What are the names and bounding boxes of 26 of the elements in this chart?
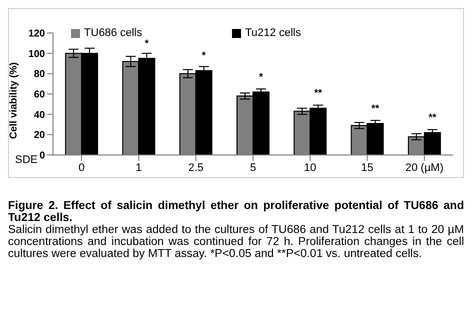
annotation: **: [371, 103, 380, 114]
y-tick-label: 100: [28, 48, 46, 60]
x-axis-title: SDE: [15, 154, 38, 166]
x-tick-label: 2.5: [188, 162, 204, 174]
x-tick-label: 1: [136, 162, 142, 174]
annotation: **: [428, 112, 436, 124]
y-tick-label: 40: [34, 110, 46, 121]
y-tick-label: 120: [28, 28, 46, 40]
x-tick-label: 0: [78, 162, 85, 174]
y-tick-label: 80: [34, 69, 46, 80]
x-tick-label: 10: [304, 162, 316, 174]
y-axis-title: Cell viability (%): [8, 62, 20, 139]
x-tick-label: 15: [361, 162, 374, 174]
annotation: *: [202, 50, 206, 62]
text: Figure 2. Effect of salicin dimethyl ether on proliferative potential of TU686 and Tu212 cells.: [8, 200, 464, 224]
y-tick-label: 0: [39, 150, 46, 162]
legend-label: TU686 cells: [84, 27, 142, 39]
x-tick-label: 5: [250, 162, 256, 174]
annotation: **: [314, 88, 322, 100]
y-tick-label: 60: [34, 90, 46, 101]
y-tick-label: 20: [34, 130, 46, 142]
text: Salicin dimethyl ether was added to the cultures of TU686 and Tu212 cells at 1 to 20 µM concentrations and incubation was continued for 72 h. Proliferation changes in the cell cultures were evaluated by MTT assay. *P<0.05 and **P<0.01 vs. untreated cells.: [8, 224, 464, 260]
annotation: *: [144, 38, 149, 50]
annotation: *: [259, 72, 264, 83]
x-tick-label: 20 (µM): [405, 162, 444, 174]
legend-label: Tu212 cells: [245, 27, 301, 39]
